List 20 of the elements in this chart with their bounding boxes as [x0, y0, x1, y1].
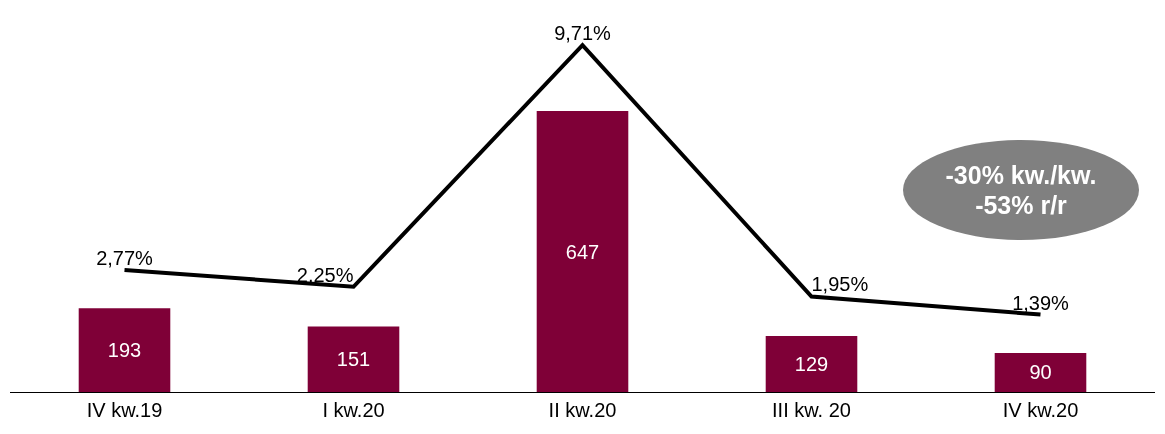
bar: [78, 308, 171, 392]
x-tick-label: II kw.20: [548, 399, 617, 421]
data-label: 1,95%: [811, 273, 869, 296]
data-label: 151: [336, 348, 371, 371]
data-label: 1,39%: [1012, 291, 1070, 314]
x-tick-label: IV kw.20: [1002, 399, 1079, 421]
data-label: 2,25%: [296, 263, 354, 286]
data-label: 647: [565, 240, 600, 263]
data-label: 90: [1029, 361, 1052, 384]
data-label: 129: [794, 353, 829, 375]
bar: [765, 336, 858, 392]
data-label: 193: [107, 339, 142, 362]
bar: [536, 111, 629, 392]
bar: [307, 326, 400, 392]
data-label: 2,77%: [96, 246, 154, 269]
bar: [994, 352, 1087, 392]
x-tick-label: IV kw.19: [86, 399, 163, 421]
x-tick-label: I kw.20: [322, 399, 385, 421]
x-tick-label: III kw. 20: [772, 399, 851, 421]
data-label: 9,71%: [554, 22, 612, 45]
